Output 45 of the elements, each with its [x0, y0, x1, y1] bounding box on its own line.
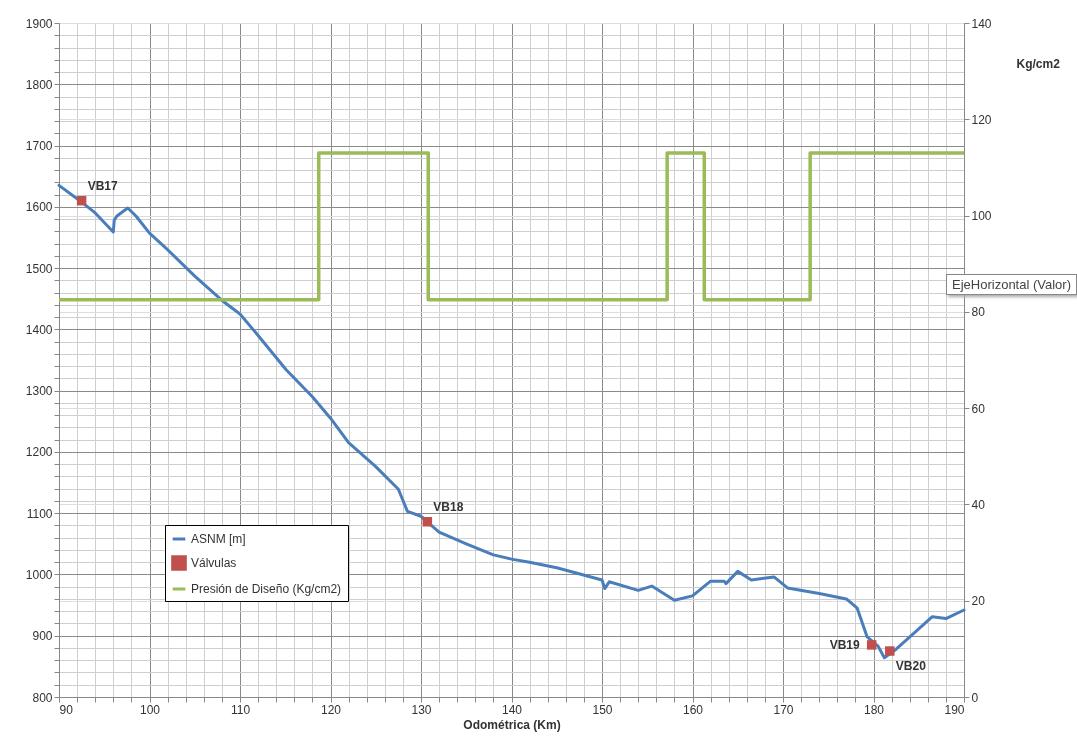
y-tick-label: 1500: [25, 261, 53, 276]
y-tick-label: 1800: [25, 77, 53, 92]
point: [866, 640, 877, 650]
x-tick-label: 170: [773, 702, 794, 717]
y-tick-label: 1900: [25, 16, 53, 31]
y2-tick-label: 20: [971, 594, 986, 609]
x-tick-label: 150: [592, 702, 613, 717]
x-tick-label: 90: [59, 702, 74, 717]
legend-label: ASNM [m]: [191, 532, 246, 546]
x-tick-label: 190: [944, 702, 965, 717]
annotation: VB17: [87, 178, 118, 193]
x-tick-label: 120: [320, 702, 342, 717]
y2-tick-label: 60: [971, 401, 986, 416]
y2-axis-title: Kg/cm2: [1016, 56, 1061, 71]
y-tick-label: 1400: [25, 322, 53, 337]
annotation: VB20: [895, 659, 927, 674]
y-tick-label: 1600: [25, 200, 53, 215]
annotation: VB19: [829, 637, 860, 652]
legend-label: Válvulas: [191, 556, 237, 570]
y2-tick-label: 40: [971, 497, 986, 512]
y-tick-label: 1300: [25, 384, 53, 399]
point: [422, 517, 433, 527]
x-tick-label: 180: [863, 702, 885, 717]
x-tick-label: 130: [411, 702, 432, 717]
y-tick-label: 1200: [25, 445, 53, 460]
x-tick-label: 160: [682, 702, 704, 717]
x-tick-label: 100: [139, 702, 161, 717]
point: [885, 646, 895, 656]
point: [76, 195, 87, 206]
y2-tick-label: 0: [971, 690, 979, 705]
annotation: EjeHorizontal (Valor): [946, 274, 1077, 295]
y-tick-label: 800: [32, 690, 53, 705]
annotation: VB18: [433, 499, 464, 514]
y2-tick-label: 100: [971, 209, 992, 224]
x-tick-label: 140: [501, 702, 523, 717]
y-tick-label: 1000: [25, 567, 53, 582]
x-axis-title: Odométrica (Km): [463, 717, 561, 732]
legend-label: Presión de Diseño (Kg/cm2): [191, 582, 342, 596]
y2-tick-label: 140: [971, 16, 992, 31]
y-tick-label: 900: [32, 629, 53, 644]
y-tick-label: 1100: [26, 506, 53, 521]
y-tick-label: 1700: [25, 139, 53, 154]
y2-tick-label: 120: [971, 112, 992, 127]
x-tick-label: 110: [230, 702, 251, 717]
y2-tick-label: 80: [971, 305, 986, 320]
